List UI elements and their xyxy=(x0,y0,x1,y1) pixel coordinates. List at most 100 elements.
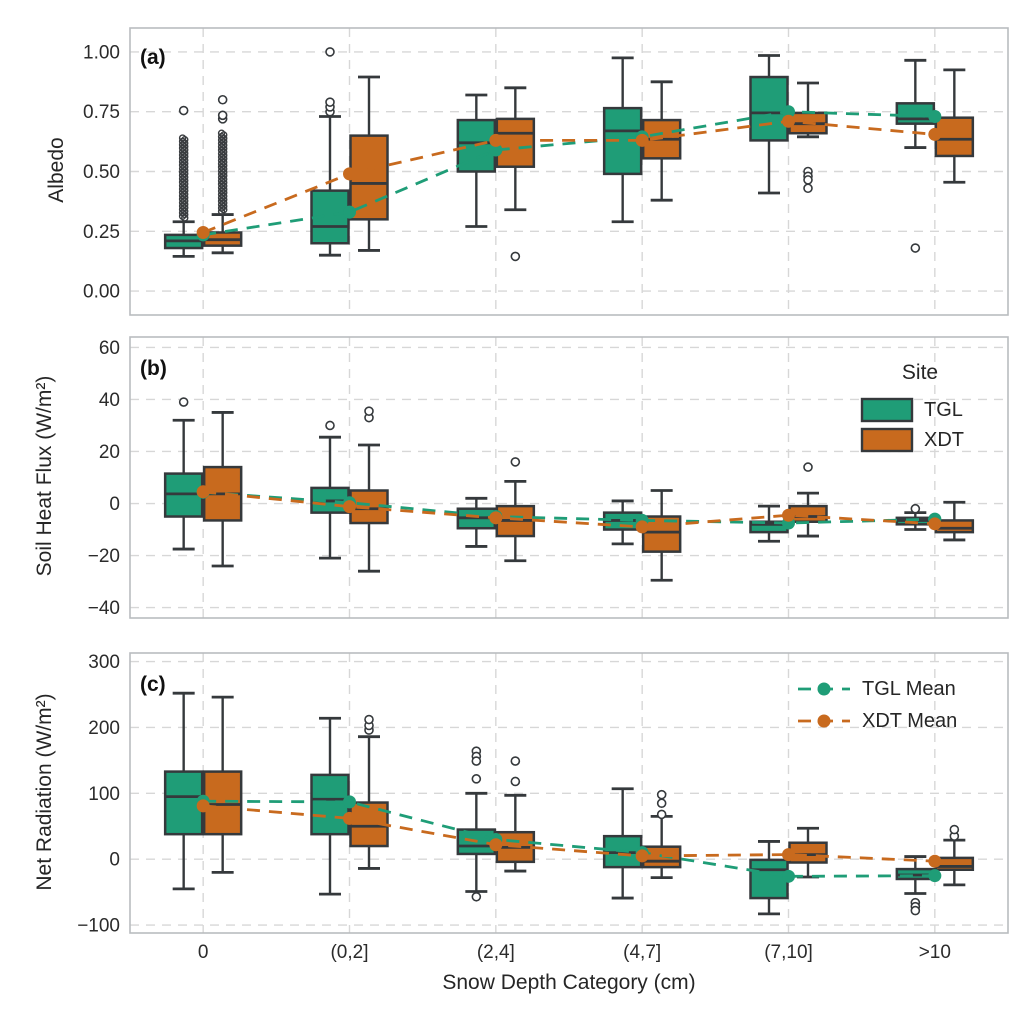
outlier xyxy=(471,891,482,902)
mean-dot-xdt xyxy=(196,485,210,499)
y-axis-label-albedo: Albedo xyxy=(45,137,68,203)
x-tick-label: >10 xyxy=(919,942,951,963)
y-axis-label-soil-heat-flux: Soil Heat Flux (W/m²) xyxy=(33,375,56,577)
outlier xyxy=(510,756,521,766)
mean-dot-xdt xyxy=(782,848,795,862)
x-tick-label: (7,10] xyxy=(764,942,813,963)
mean-line-xdt xyxy=(202,119,935,234)
mean-dot-xdt xyxy=(635,520,649,534)
site-legend-swatch-xdt xyxy=(860,427,914,453)
y-tick-label: 300 xyxy=(88,652,120,673)
box-tgl xyxy=(310,773,350,836)
mean-line-tgl xyxy=(202,110,935,237)
y-tick-label: 60 xyxy=(99,338,120,359)
site-legend-label-tgl: TGL xyxy=(924,399,963,421)
mean-dot-tgl xyxy=(928,869,942,883)
outlier xyxy=(656,789,667,800)
mean-dot-xdt xyxy=(343,500,356,514)
box-xdt xyxy=(495,117,536,168)
mean-dot-tgl xyxy=(343,205,356,219)
mean-line-xdt xyxy=(203,490,935,529)
panel-frame xyxy=(129,336,1009,619)
box-tgl xyxy=(749,858,789,900)
outlier xyxy=(217,110,228,121)
mean-dot-xdt xyxy=(196,225,210,239)
y-tick-label: 40 xyxy=(99,390,120,411)
outlier xyxy=(910,905,921,916)
x-tick-label: (4,7] xyxy=(623,942,661,963)
outlier xyxy=(364,714,374,725)
x-tick-label: 0 xyxy=(198,942,209,963)
box-xdt xyxy=(934,856,975,872)
site-legend-title: Site xyxy=(901,361,939,384)
outlier xyxy=(364,406,374,416)
outlier xyxy=(510,251,521,262)
outlier xyxy=(949,824,960,835)
x-axis-label: Snow Depth Category (cm) xyxy=(442,971,696,994)
box-tgl xyxy=(163,770,204,836)
box-tgl xyxy=(895,102,936,125)
y-tick-label: −40 xyxy=(88,598,120,619)
mean-dot-tgl xyxy=(782,105,795,119)
mean-dot-xdt xyxy=(489,511,503,525)
mean-dot-xdt xyxy=(782,114,795,128)
mean-dot-xdt xyxy=(928,854,942,868)
panel-b-letter: (b) xyxy=(140,357,167,380)
mean-dot-xdt xyxy=(343,811,356,825)
mean-dot-xdt xyxy=(928,517,942,531)
mean-dot-xdt xyxy=(196,799,210,813)
outlier xyxy=(803,175,813,185)
panel-frame xyxy=(129,652,1009,934)
outlier xyxy=(471,774,482,784)
y-tick-label: 0.00 xyxy=(83,282,120,303)
mean-dot-tgl xyxy=(928,109,942,123)
mean-dot-xdt xyxy=(635,133,649,147)
box-tgl xyxy=(749,75,789,142)
y-tick-label: 200 xyxy=(88,718,120,739)
outlier xyxy=(910,243,921,253)
outlier xyxy=(178,397,189,407)
panel-c-letter: (c) xyxy=(140,673,166,696)
mean-dot-xdt xyxy=(489,838,503,852)
outlier-dense xyxy=(217,207,226,216)
mean-line-xdt xyxy=(203,804,935,863)
outlier xyxy=(325,97,335,107)
outlier xyxy=(656,809,667,820)
y-tick-label: 100 xyxy=(88,784,120,805)
outlier xyxy=(803,462,813,472)
y-tick-label: 0.75 xyxy=(83,102,120,123)
mean-dot-tgl xyxy=(489,143,503,157)
outlier xyxy=(325,47,335,57)
outlier xyxy=(217,94,228,105)
outlier xyxy=(178,105,189,116)
panel-frame xyxy=(129,27,1009,316)
outlier xyxy=(510,776,521,787)
mean-line-tgl xyxy=(203,799,935,878)
mean-dot-xdt xyxy=(489,133,503,147)
y-tick-label: 0 xyxy=(109,494,120,515)
box-xdt xyxy=(934,519,975,534)
y-tick-label: −100 xyxy=(77,916,120,937)
outlier xyxy=(510,457,521,467)
y-tick-label: 0.25 xyxy=(83,222,120,243)
site-legend-label-xdt: XDT xyxy=(924,429,964,451)
site-legend-swatch-tgl xyxy=(860,397,914,423)
outlier xyxy=(471,756,482,766)
y-tick-label: 1.00 xyxy=(83,42,120,63)
mean-dot-xdt xyxy=(782,508,795,522)
y-tick-label: −20 xyxy=(88,546,120,567)
mean-dot-tgl xyxy=(782,869,795,883)
outlier xyxy=(910,503,921,514)
box-xdt xyxy=(934,116,975,158)
box-xdt xyxy=(349,134,389,221)
y-tick-label: 20 xyxy=(99,442,120,463)
box-xdt xyxy=(202,770,243,836)
mean-legend-label-xdt: XDT Mean xyxy=(862,710,958,732)
mean-dot-xdt xyxy=(928,127,942,141)
mean-dot-xdt xyxy=(343,167,356,181)
mean-legend-dot-tgl xyxy=(817,682,831,696)
outlier xyxy=(656,798,667,809)
mean-dot-tgl xyxy=(343,795,356,809)
